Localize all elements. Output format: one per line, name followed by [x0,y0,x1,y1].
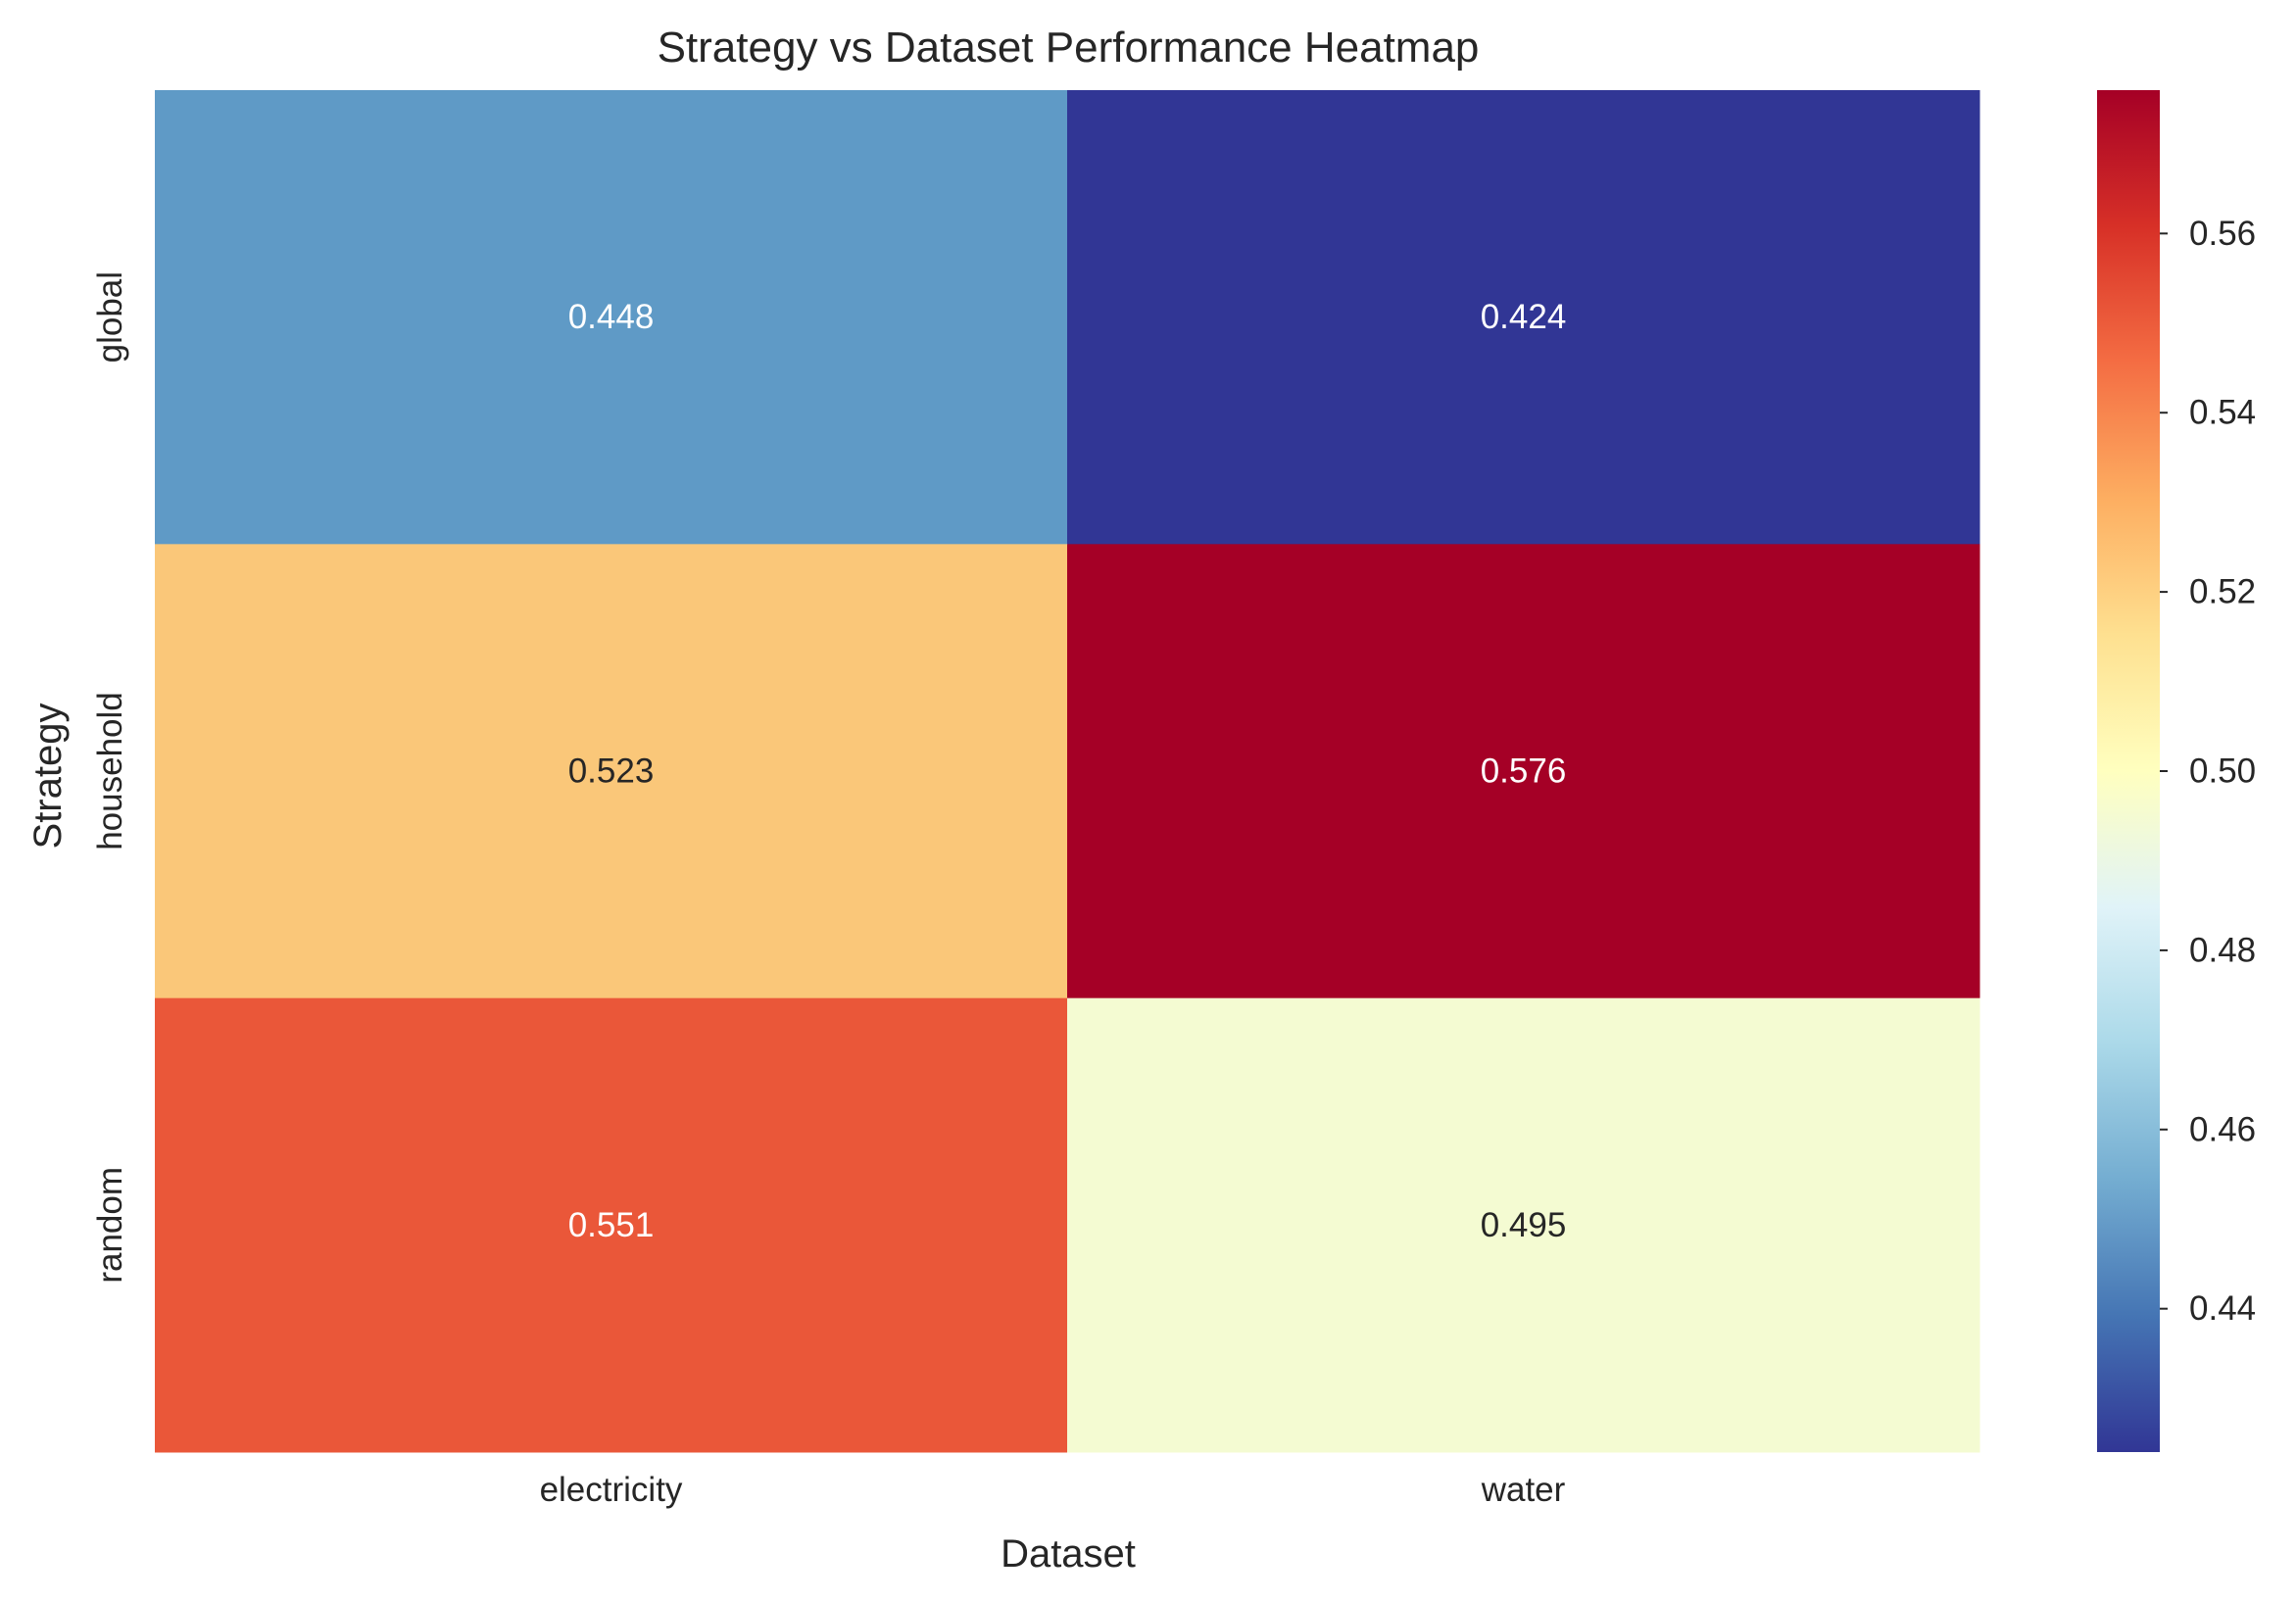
colorbar-tick-label: 0.56 [2189,215,2256,253]
cell-value-global-electricity: 0.448 [568,298,655,336]
heatmap-cell-household-electricity [155,544,1068,999]
y-axis-ticks: global household random [91,271,129,1284]
colorbar-tick-label: 0.48 [2189,931,2256,969]
colorbar-tick-label: 0.52 [2189,573,2256,611]
heatmap-cell-random-water [1067,997,1980,1453]
heatmap-cells [155,90,1980,1453]
x-axis-label: Dataset [1001,1532,1136,1576]
heatmap-cell-household-water [1067,544,1980,999]
colorbar [2097,90,2160,1452]
x-tick-label-water: water [1481,1471,1566,1509]
colorbar-tick-label: 0.54 [2189,394,2256,432]
x-tick-label-electricity: electricity [540,1471,683,1509]
y-tick-label-global: global [91,271,129,363]
y-tick-label-household: household [91,692,129,850]
heatmap-cell-labels: 0.448 0.424 0.523 0.576 0.551 0.495 [568,298,1567,1244]
cell-value-household-electricity: 0.523 [568,752,655,791]
colorbar-ticks: 0.44 0.46 0.48 0.50 0.52 0.54 0.56 [2160,215,2256,1328]
cell-value-random-water: 0.495 [1481,1206,1567,1244]
heatmap-cell-global-water [1067,90,1980,545]
y-tick-label-random: random [91,1167,129,1284]
cell-value-global-water: 0.424 [1481,298,1567,336]
y-axis-label: Strategy [26,703,70,849]
cell-value-random-electricity: 0.551 [568,1206,655,1244]
x-axis-ticks: electricity water [540,1471,1566,1509]
heatmap-cell-random-electricity [155,997,1068,1453]
colorbar-tick-label: 0.44 [2189,1289,2256,1328]
colorbar-tick-label: 0.50 [2189,752,2256,791]
heatmap-cell-global-electricity [155,90,1068,545]
chart-title: Strategy vs Dataset Performance Heatmap [658,24,1480,72]
colorbar-tick-label: 0.46 [2189,1110,2256,1148]
cell-value-household-water: 0.576 [1481,752,1567,791]
